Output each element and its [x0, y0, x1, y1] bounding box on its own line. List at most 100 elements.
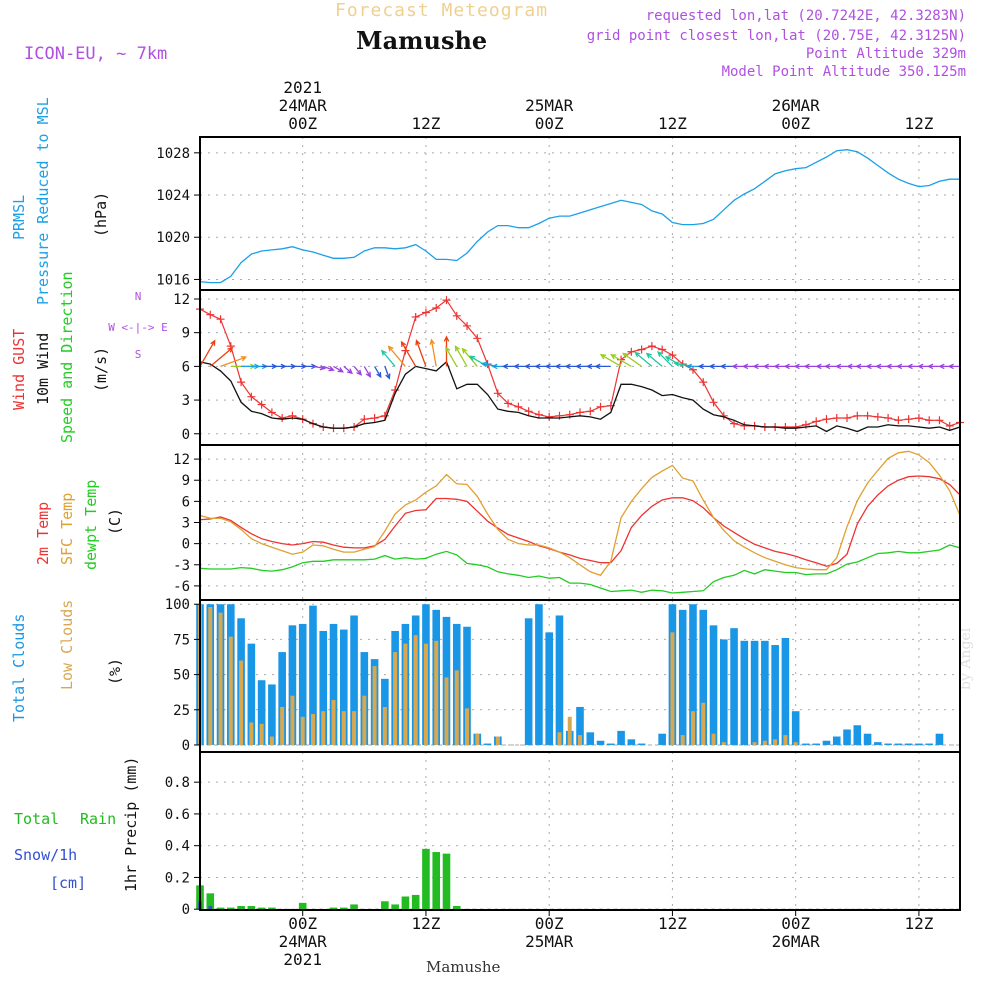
total-clouds-bar	[288, 625, 297, 745]
gust-marker	[586, 407, 595, 416]
y-tick-label: 9	[182, 473, 190, 489]
time-label-bottom: 00Z	[781, 914, 810, 933]
temp-label-sfc: SFC Temp	[58, 493, 76, 565]
gust-marker	[206, 310, 215, 319]
wind-direction-arrow	[415, 339, 427, 367]
total-clouds-bar	[257, 680, 266, 745]
low-clouds-bar	[331, 699, 336, 745]
rain-bar	[339, 907, 348, 910]
pressure-label-msl: Pressure Reduced to MSL	[34, 97, 52, 305]
gust-marker	[935, 416, 944, 425]
gust-marker	[843, 414, 852, 423]
total-clouds-bar	[699, 609, 708, 745]
time-label-bottom: 2021	[283, 950, 322, 969]
gust-marker	[216, 315, 225, 324]
y-tick-label: 1016	[156, 272, 190, 288]
gust-marker	[832, 414, 841, 423]
low-clouds-bar	[280, 706, 285, 745]
low-clouds-bar	[413, 635, 418, 745]
gust-marker	[442, 296, 451, 305]
total-clouds-bar	[925, 743, 933, 745]
time-label-bottom: 00Z	[288, 914, 317, 933]
low-clouds-bar	[444, 677, 449, 745]
total-clouds-bar	[853, 725, 862, 745]
rain-bar	[401, 896, 410, 910]
gust-marker	[637, 345, 646, 354]
temp-label-dewpt: dewpt Temp	[82, 480, 100, 570]
y-tick-label: 12	[173, 452, 190, 468]
total-clouds-bar	[555, 615, 564, 745]
low-clouds-bar	[495, 736, 500, 745]
y-tick-label: 0.2	[165, 870, 190, 886]
rain-bar	[237, 906, 245, 910]
wind-direction-arrow	[645, 352, 663, 367]
gust-marker	[545, 412, 554, 421]
gust-marker	[370, 414, 379, 423]
precip-label-total: Total	[14, 810, 59, 828]
wind-direction-arrow	[384, 366, 391, 380]
gust-marker	[514, 402, 523, 411]
total-clouds-bar	[278, 652, 286, 745]
series-line-10m-wind	[199, 360, 961, 433]
y-tick-label: 0.6	[165, 807, 190, 823]
wind-direction-arrow	[621, 352, 642, 367]
series-line-2m-temp	[199, 475, 961, 567]
gust-marker	[237, 378, 246, 387]
gust-marker	[863, 411, 872, 420]
time-label-top: 00Z	[535, 114, 564, 133]
time-label-bottom: 00Z	[535, 914, 564, 933]
total-clouds-bar	[863, 733, 872, 745]
wind-label-10m: 10m Wind	[34, 333, 52, 405]
low-clouds-bar	[352, 711, 357, 745]
low-clouds-bar	[762, 740, 767, 745]
total-clouds-bar	[678, 609, 687, 745]
wind-direction-arrow	[220, 356, 248, 368]
wind-direction-arrow	[664, 356, 684, 367]
total-clouds-bar	[627, 739, 636, 745]
gust-marker	[904, 415, 913, 424]
y-tick-label: -3	[173, 558, 190, 574]
panel-frame-precip	[199, 751, 961, 911]
low-clouds-bar	[711, 733, 716, 745]
wind-direction-arrow	[387, 345, 406, 367]
wind-direction-arrow	[312, 364, 327, 371]
time-label-bottom: 12Z	[904, 914, 933, 933]
low-clouds-bar	[249, 722, 254, 745]
low-clouds-bar	[752, 742, 757, 745]
rain-bar	[216, 907, 225, 910]
gust-marker	[945, 421, 954, 430]
wind-direction-arrow	[594, 363, 611, 370]
precip-label-cm: [cm]	[50, 874, 86, 892]
time-label-top: 24MAR	[279, 96, 328, 115]
low-clouds-bar	[423, 643, 428, 745]
clouds-label-total: Total Clouds	[10, 614, 28, 722]
time-label-top: 26MAR	[772, 96, 821, 115]
gust-marker	[853, 411, 862, 420]
y-tick-label: 1020	[156, 230, 190, 246]
gust-marker	[617, 355, 626, 364]
wind-direction-arrow	[333, 365, 344, 373]
gust-marker	[257, 400, 266, 409]
rain-bar	[381, 901, 389, 910]
gust-marker	[699, 378, 708, 387]
total-clouds-bar	[637, 743, 646, 745]
low-clouds-bar	[567, 716, 572, 745]
gust-marker	[668, 351, 677, 360]
rain-bar	[432, 852, 441, 910]
gust-marker	[493, 389, 502, 398]
compass-west-east: W <-|-> E	[108, 321, 168, 334]
gust-marker	[658, 345, 667, 354]
low-clouds-bar	[578, 735, 582, 745]
low-clouds-bar	[321, 711, 326, 745]
wind-direction-arrow	[947, 363, 960, 370]
rain-bar	[452, 906, 461, 910]
gust-marker	[247, 392, 256, 401]
wind-direction-arrow	[400, 340, 417, 367]
time-label-top: 2021	[283, 78, 322, 97]
low-clouds-bar	[300, 716, 305, 745]
total-clouds-bar	[658, 733, 666, 745]
total-clouds-bar	[524, 618, 533, 745]
gust-marker	[894, 416, 903, 425]
time-label-top: 12Z	[904, 114, 933, 133]
total-clouds-bar	[832, 736, 841, 745]
